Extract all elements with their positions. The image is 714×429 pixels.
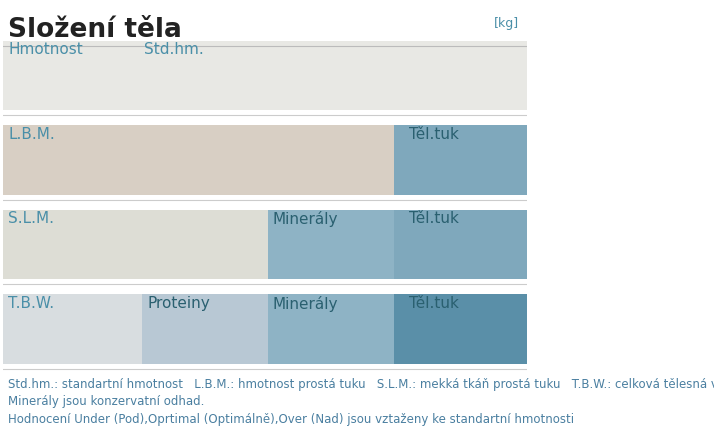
Text: Std.hm.: standartní hmotnost   L.B.M.: hmotnost prostá tuku   S.L.M.: mekká tkáň: Std.hm.: standartní hmotnost L.B.M.: hmo… (8, 378, 714, 391)
FancyBboxPatch shape (268, 294, 393, 364)
FancyBboxPatch shape (3, 41, 527, 110)
FancyBboxPatch shape (393, 294, 527, 364)
FancyBboxPatch shape (3, 210, 268, 279)
Text: Složení těla: Složení těla (8, 17, 182, 43)
Text: Hmotnost: Hmotnost (8, 42, 83, 57)
Text: S.L.M.: S.L.M. (8, 211, 54, 226)
Text: Minerály: Minerály (273, 211, 338, 227)
FancyBboxPatch shape (3, 294, 142, 364)
Text: T.B.W.: T.B.W. (8, 296, 54, 311)
FancyBboxPatch shape (268, 210, 393, 279)
FancyBboxPatch shape (393, 125, 527, 195)
Text: Minerály jsou konzervatní odhad.: Minerály jsou konzervatní odhad. (8, 396, 204, 408)
FancyBboxPatch shape (3, 125, 393, 195)
Text: Proteiny: Proteiny (147, 296, 210, 311)
Text: [kg]: [kg] (494, 17, 519, 30)
Text: Std.hm.: Std.hm. (144, 42, 204, 57)
Text: Minerály: Minerály (273, 296, 338, 311)
FancyBboxPatch shape (393, 210, 527, 279)
Text: Těl.tuk: Těl.tuk (409, 296, 459, 311)
Text: L.B.M.: L.B.M. (8, 127, 55, 142)
FancyBboxPatch shape (142, 294, 268, 364)
Text: Těl.tuk: Těl.tuk (409, 211, 459, 226)
Text: Hodnocení Under (Pod),Oprtimal (Optimálně),Over (Nad) jsou vztaženy ke standartn: Hodnocení Under (Pod),Oprtimal (Optimáln… (8, 413, 574, 426)
Text: Těl.tuk: Těl.tuk (409, 127, 459, 142)
